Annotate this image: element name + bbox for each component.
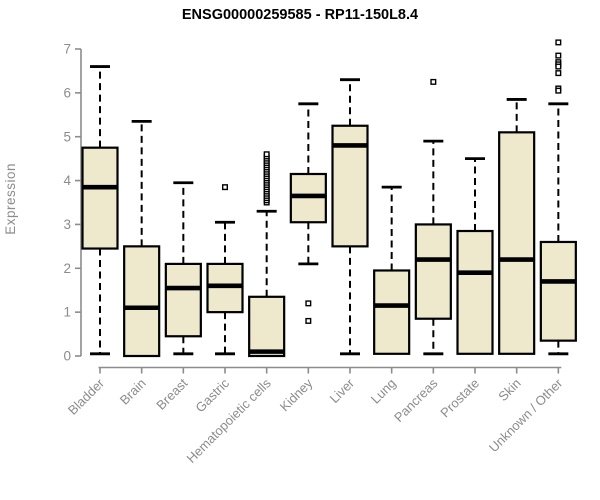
- y-tick-label: 2: [63, 261, 71, 276]
- box-rect: [373, 269, 411, 355]
- x-tick-label: Gastric: [192, 375, 232, 415]
- box-pancreas: [414, 78, 452, 356]
- box-rect: [123, 245, 161, 358]
- outlier-point: [222, 184, 229, 191]
- outlier-point: [555, 39, 562, 46]
- x-tick-label: Liver: [327, 375, 358, 406]
- x-tick-label: Prostate: [437, 376, 482, 421]
- box-bladder: [81, 65, 119, 356]
- box-kidney: [289, 102, 327, 324]
- y-tick-label: 7: [63, 42, 71, 57]
- x-tick-label: Unknown / Other: [486, 375, 566, 455]
- x-tick-label: Bladder: [65, 375, 108, 418]
- box-rect: [248, 295, 286, 358]
- box-rect: [164, 262, 202, 338]
- box-rect: [498, 131, 536, 355]
- box-breast: [164, 181, 202, 356]
- box-hematopoietic-cells: [248, 151, 286, 358]
- box-lung: [373, 185, 411, 355]
- box-liver: [331, 78, 369, 356]
- x-tick-label: Skin: [495, 376, 523, 404]
- box-skin: [498, 98, 536, 355]
- box-unknown-other: [539, 39, 577, 356]
- outlier-point: [555, 63, 562, 70]
- outlier-point: [263, 151, 270, 158]
- x-tick-label: Brain: [117, 376, 149, 408]
- chart-title: ENSG00000259585 - RP11-150L8.4: [181, 7, 419, 23]
- y-tick-label: 6: [63, 85, 71, 100]
- x-tick-label: Kidney: [277, 375, 316, 414]
- outlier-point: [555, 70, 562, 77]
- x-tick-label: Breast: [153, 375, 190, 412]
- y-tick-label: 5: [63, 129, 71, 144]
- x-tick-label: Lung: [368, 376, 399, 407]
- box-brain: [123, 119, 161, 358]
- outlier-point: [555, 87, 562, 94]
- outlier-point: [555, 52, 562, 59]
- outlier-point: [305, 317, 312, 324]
- y-tick-label: 3: [63, 217, 71, 232]
- box-rect: [414, 223, 452, 320]
- box-rect: [456, 229, 494, 355]
- box-rect: [81, 146, 119, 250]
- outlier-point: [305, 300, 312, 307]
- x-tick-label: Pancreas: [391, 375, 441, 425]
- y-tick-label: 4: [63, 173, 71, 188]
- box-prostate: [456, 157, 494, 355]
- box-gastric: [206, 184, 244, 356]
- outlier-point: [430, 78, 437, 85]
- y-tick-label: 1: [63, 305, 71, 320]
- box-rect: [539, 240, 577, 342]
- y-axis: 0 1 2 3 4 5 6 7: [63, 42, 82, 364]
- y-tick-label: 0: [63, 349, 71, 364]
